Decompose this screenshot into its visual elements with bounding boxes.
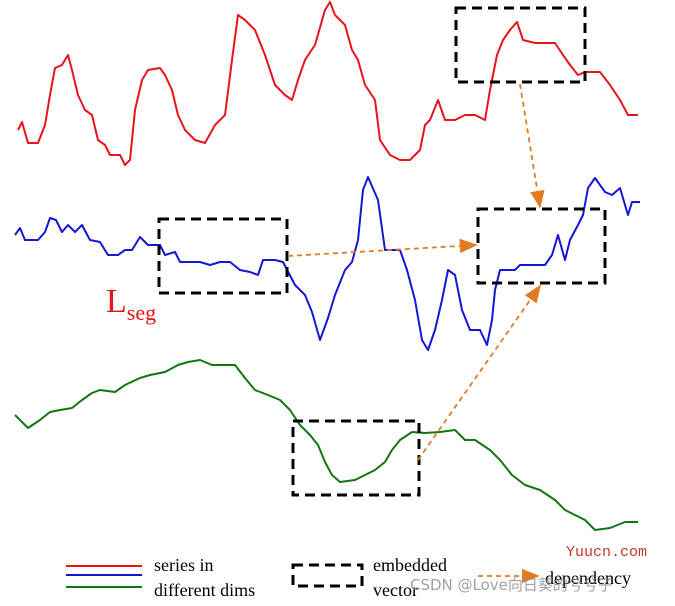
dependency-arrow [519,83,545,209]
legend-text: embedded [373,555,447,575]
embedded-box [476,207,607,285]
loss-label: Lseg [106,283,156,325]
legend-text: series in [154,555,213,575]
legend-text: dependency [545,568,631,588]
dependency-arrow [417,284,542,461]
green-series [14,359,638,531]
legend-box [291,563,364,588]
blue-series [14,176,640,351]
legend-text: different dims [154,580,255,600]
watermark: Yuucn.com [566,544,647,561]
legend-text: vector [373,580,418,600]
embedded-box [291,419,421,497]
embedded-box [454,6,587,84]
embedded-box [157,217,289,295]
red-series [17,1,638,166]
dependency-arrow [287,238,478,257]
watermark: CSDN @Love向日葵的兮兮子 [410,576,613,594]
